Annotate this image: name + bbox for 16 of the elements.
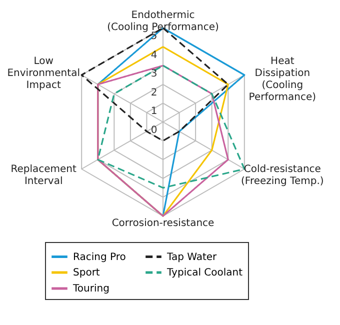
spoke-label: Replacement Interval — [10, 164, 77, 187]
y-tick-label: 3 — [150, 68, 158, 80]
legend-label: Racing Pro — [73, 252, 126, 263]
spoke-label: Corrosion-resistance — [112, 218, 214, 229]
legend-label: Typical Coolant — [166, 268, 243, 278]
legend-label: Sport — [73, 268, 100, 278]
spoke-label: Endothermic (Cooling Performance) — [107, 10, 220, 33]
spoke-label: Low Environmental Impact — [7, 56, 80, 91]
y-tick-label: 0 — [150, 125, 158, 136]
y-tick-label: 4 — [150, 50, 158, 61]
y-tick-label: 2 — [150, 87, 158, 98]
spoke-label: Heat Dissipation (Cooling Performance) — [248, 56, 316, 103]
spoke-label: Cold-resistance (Freezing Temp.) — [241, 164, 324, 187]
legend-label: Touring — [72, 284, 110, 294]
legend-label: Tap Water — [166, 252, 218, 263]
y-tick-label: 1 — [150, 106, 158, 118]
